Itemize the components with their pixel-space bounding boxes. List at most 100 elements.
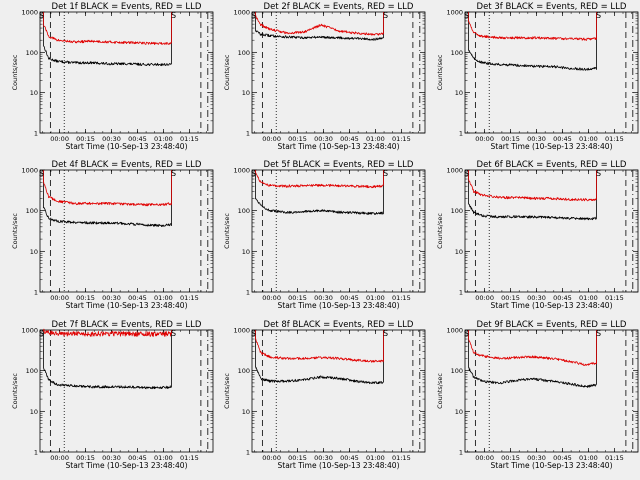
x-tick-label: 00:45 [553, 135, 572, 143]
x-tick-label: 01:00 [366, 294, 385, 302]
y-tick-label: 1000 [446, 327, 463, 335]
x-tick-label: 01:00 [366, 454, 385, 462]
y-tick-label: 10 [30, 89, 38, 97]
plot-frame [251, 329, 426, 453]
x-axis-label: Start Time (10-Sep-13 23:48:40) [491, 142, 613, 151]
x-axis-label: Start Time (10-Sep-13 23:48:40) [66, 142, 188, 151]
x-tick-label: 00:45 [128, 454, 147, 462]
x-tick-label: 01:00 [579, 454, 598, 462]
x-tick-label: 00:45 [553, 294, 572, 302]
plot-frame [251, 11, 426, 134]
series-lld-line [43, 170, 172, 207]
y-tick-label: 100 [26, 49, 38, 57]
saa-marker-label: S [596, 11, 601, 20]
x-tick-label: 00:30 [102, 135, 121, 143]
saa-marker-label: S [464, 329, 469, 338]
series-lld-line [43, 328, 172, 337]
saa-marker-label: S [251, 11, 256, 20]
x-axis-label: Start Time (10-Sep-13 23:48:40) [278, 142, 400, 151]
saa-marker-label: S [383, 11, 388, 20]
x-tick-label: 00:00 [262, 135, 281, 143]
saa-marker-label: S [39, 11, 44, 20]
panel-det-8: Det 8f BLACK = Events, RED = LLD 1 10 100 10… [223, 320, 426, 470]
x-tick-label: 00:15 [288, 135, 307, 143]
x-tick-label: 00:30 [527, 294, 546, 302]
series-lld-line [255, 12, 384, 36]
panel-title: Det 5f BLACK = Events, RED = LLD [264, 160, 414, 170]
x-tick-label: 00:00 [262, 454, 281, 462]
saa-marker-label: S [39, 329, 44, 338]
y-tick-label: 1000 [446, 167, 463, 175]
y-tick-label: 100 [238, 367, 250, 375]
x-tick-label: 00:30 [314, 454, 333, 462]
x-tick-label: 00:30 [314, 294, 333, 302]
x-tick-label: 00:30 [527, 135, 546, 143]
x-tick-label: 00:30 [102, 454, 121, 462]
y-tick-label: 10 [242, 89, 250, 97]
y-tick-label: 10 [30, 248, 38, 256]
y-tick-label: 1 [459, 130, 463, 138]
series-events-line [255, 12, 384, 41]
x-tick-label: 01:15 [180, 294, 199, 302]
x-tick-label: 00:15 [501, 135, 520, 143]
saa-marker-label: S [39, 169, 44, 178]
x-tick-label: 00:15 [501, 294, 520, 302]
y-axis-label: Counts/sec [11, 373, 19, 409]
x-tick-label: 00:45 [128, 294, 147, 302]
x-tick-label: 01:00 [579, 135, 598, 143]
x-tick-label: 01:00 [579, 294, 598, 302]
plot-frame [39, 329, 214, 453]
series-events-line [255, 170, 384, 215]
x-tick-label: 00:45 [340, 454, 359, 462]
panel-title: Det 7f BLACK = Events, RED = LLD [52, 320, 202, 330]
series-events-line [43, 170, 172, 227]
x-tick-label: 00:00 [475, 454, 494, 462]
x-tick-label: 01:15 [180, 135, 199, 143]
series-lld-line [43, 12, 172, 45]
y-tick-label: 1000 [446, 9, 463, 17]
y-tick-label: 1000 [233, 167, 250, 175]
y-axis-label: Counts/sec [223, 54, 231, 90]
x-tick-label: 01:00 [154, 294, 173, 302]
panel-det-5: Det 5f BLACK = Events, RED = LLD 1 10 100 10… [223, 160, 426, 310]
panel-title: Det 8f BLACK = Events, RED = LLD [264, 320, 414, 330]
x-tick-label: 00:45 [340, 294, 359, 302]
series-events-line [468, 330, 597, 388]
y-tick-label: 10 [242, 408, 250, 416]
series-lld-line [468, 12, 597, 41]
x-tick-label: 00:00 [475, 294, 494, 302]
panel-det-9: Det 9f BLACK = Events, RED = LLD 1 10 100 10… [436, 320, 639, 470]
x-axis-label: Start Time (10-Sep-13 23:48:40) [278, 461, 400, 470]
x-tick-label: 00:45 [553, 454, 572, 462]
series-events-line [43, 330, 172, 390]
y-tick-label: 10 [30, 408, 38, 416]
x-tick-label: 00:15 [76, 454, 95, 462]
x-tick-label: 01:15 [180, 454, 199, 462]
saa-marker-label: S [596, 169, 601, 178]
saa-marker-label: S [464, 169, 469, 178]
plot-frame [39, 169, 214, 293]
panel-det-7: Det 7f BLACK = Events, RED = LLD 1 10 100 10… [11, 320, 214, 470]
y-tick-label: 1 [34, 289, 38, 297]
y-axis-label: Counts/sec [436, 54, 444, 90]
x-tick-label: 00:15 [501, 454, 520, 462]
y-tick-label: 100 [26, 367, 38, 375]
x-tick-label: 01:15 [392, 454, 411, 462]
y-axis-label: Counts/sec [223, 373, 231, 409]
y-tick-label: 1000 [21, 167, 38, 175]
x-tick-label: 01:15 [392, 135, 411, 143]
y-tick-label: 1000 [21, 327, 38, 335]
plot-frame [251, 169, 426, 293]
series-lld-line [255, 170, 384, 189]
saa-marker-label: S [464, 11, 469, 20]
x-axis-label: Start Time (10-Sep-13 23:48:40) [66, 461, 188, 470]
x-tick-label: 00:00 [475, 135, 494, 143]
plot-frame [464, 11, 639, 134]
saa-marker-label: S [596, 329, 601, 338]
panel-det-4: Det 4f BLACK = Events, RED = LLD 1 10 100 10… [11, 160, 214, 310]
x-axis-label: Start Time (10-Sep-13 23:48:40) [491, 301, 613, 310]
x-tick-label: 01:15 [605, 135, 624, 143]
series-events-line [468, 12, 597, 71]
y-tick-label: 100 [451, 207, 463, 215]
x-tick-label: 00:30 [527, 454, 546, 462]
